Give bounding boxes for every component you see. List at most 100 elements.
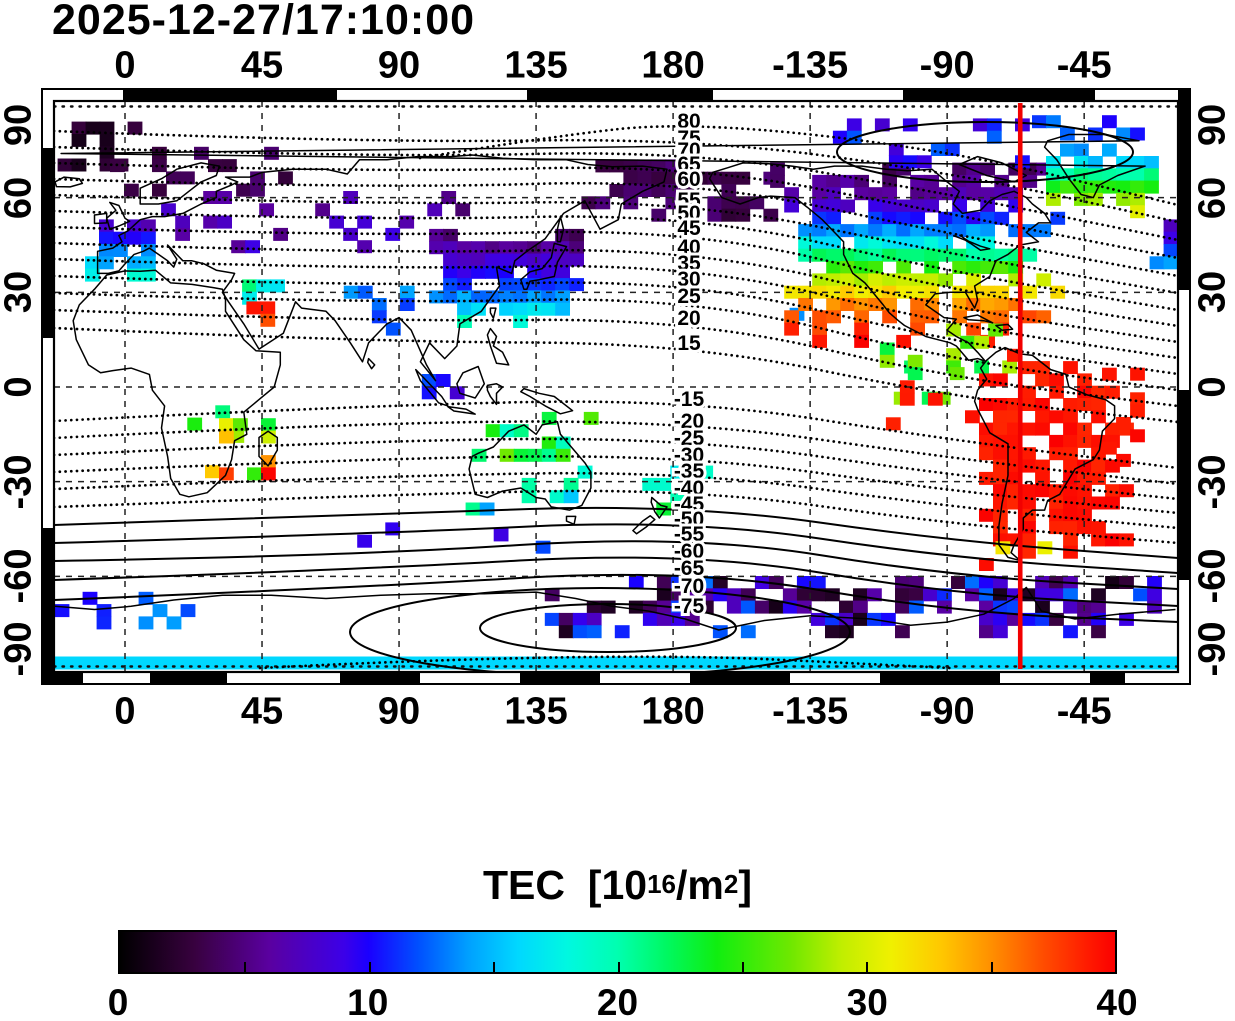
contour-label--15: -15 xyxy=(674,388,705,411)
left-lat-label--90: -90 xyxy=(0,621,40,677)
colorbar-title-close: ] xyxy=(738,862,752,908)
bottom-lon-label-45: 45 xyxy=(240,690,284,733)
left-lat-label--60: -60 xyxy=(0,548,40,604)
colorbar-label-30: 30 xyxy=(846,982,888,1021)
colorbar-title-mid: /m xyxy=(675,862,724,908)
right-lat-label-60: 60 xyxy=(1191,176,1234,219)
right-lat-label-90: 90 xyxy=(1191,103,1234,147)
coast-java xyxy=(447,405,476,415)
contour-label-25: 25 xyxy=(677,285,701,308)
colorbar-title-exp2: 2 xyxy=(723,869,739,899)
left-lat-label-90: 90 xyxy=(0,103,40,147)
coast-sri-lanka xyxy=(366,357,376,370)
contour-label-80: 80 xyxy=(677,110,700,133)
colorbar-tick-20 xyxy=(617,962,620,972)
colorbar-title-pre: TEC [10 xyxy=(483,862,648,908)
top-lon-label-135: 135 xyxy=(504,44,568,87)
bottom-lon-label-0: 0 xyxy=(114,690,136,733)
left-lat-label-60: 60 xyxy=(0,176,40,219)
coast-north-america xyxy=(708,162,1052,362)
contour-label--20: -20 xyxy=(674,410,704,433)
colorbar-tick-35 xyxy=(990,962,993,972)
coast-sulawesi xyxy=(486,383,504,406)
left-lat-label-30: 30 xyxy=(0,271,40,314)
colorbar-title-exp1: 16 xyxy=(647,869,676,899)
coast-taiwan xyxy=(489,307,497,319)
coast-nz-north xyxy=(650,496,668,519)
colorbar-tick-5 xyxy=(244,962,247,972)
contour-label--45: -45 xyxy=(674,493,705,516)
contour-label-35: 35 xyxy=(677,252,701,275)
top-lon-label-180: 180 xyxy=(641,44,705,87)
coast-britain xyxy=(105,201,131,230)
top-lon-label--45: -45 xyxy=(1056,44,1112,87)
colorbar-label-20: 20 xyxy=(596,982,639,1021)
contour-label--60: -60 xyxy=(674,540,704,563)
left-lat-label-0: 0 xyxy=(0,376,40,398)
left-lat-label--30: -30 xyxy=(0,454,40,510)
right-lat-label-0: 0 xyxy=(1191,376,1234,398)
contour-label-70: 70 xyxy=(677,139,700,162)
coast-cuba xyxy=(963,314,994,324)
contour-label--35: -35 xyxy=(674,460,705,483)
contour-label--30: -30 xyxy=(674,444,704,467)
colorbar xyxy=(118,930,1117,974)
right-lat-label--90: -90 xyxy=(1191,621,1234,677)
coast-eurasia xyxy=(96,154,668,382)
contour-label--65: -65 xyxy=(674,557,705,580)
colorbar-title: TEC [1016/m2] xyxy=(0,862,1235,909)
coast-australia xyxy=(468,420,592,511)
contour-label-40: 40 xyxy=(677,236,700,259)
coast-sakhalin xyxy=(556,215,565,243)
coast-scandinavia xyxy=(139,162,221,205)
bottom-lon-label-90: 90 xyxy=(377,690,421,733)
coast-hispaniola xyxy=(995,323,1014,331)
colorbar-label-10: 10 xyxy=(347,982,389,1021)
contour-label--25: -25 xyxy=(674,427,705,450)
contour-label-50: 50 xyxy=(677,202,700,225)
coast-borneo xyxy=(456,365,486,399)
bottom-lon-label-135: 135 xyxy=(504,690,568,733)
right-lat-label--60: -60 xyxy=(1191,548,1234,604)
colorbar-label-0: 0 xyxy=(107,982,129,1021)
contour-label--55: -55 xyxy=(674,523,705,546)
coast-greenland xyxy=(60,133,1146,199)
contour-label--50: -50 xyxy=(674,508,704,531)
top-lon-label--135: -135 xyxy=(772,44,849,87)
coast-new-guinea xyxy=(520,387,574,415)
top-lon-label--90: -90 xyxy=(919,44,975,87)
bottom-lon-label--135: -135 xyxy=(772,690,849,733)
contour-label-20: 20 xyxy=(677,307,700,330)
right-lat-label-30: 30 xyxy=(1191,271,1234,314)
contour-label-55: 55 xyxy=(677,189,701,212)
contour-label-65: 65 xyxy=(677,153,701,176)
coast-ireland xyxy=(93,212,108,225)
world-coastlines xyxy=(54,133,1176,631)
colorbar-label-40: 40 xyxy=(1096,982,1138,1021)
zebra-frame xyxy=(41,88,1191,685)
contour-label-15: 15 xyxy=(677,332,701,355)
coast-madagascar xyxy=(258,430,279,467)
bottom-lon-label--90: -90 xyxy=(919,690,975,733)
contour-label--75: -75 xyxy=(674,595,705,618)
colorbar-tick-30 xyxy=(866,962,869,972)
top-lon-label-0: 0 xyxy=(114,44,136,87)
coast-philippines xyxy=(486,327,510,366)
contour-label--70: -70 xyxy=(674,575,704,598)
coast-antarctica xyxy=(54,586,1176,631)
right-lat-label--30: -30 xyxy=(1191,454,1234,510)
contour-label-45: 45 xyxy=(677,217,701,240)
coast-nz-south xyxy=(632,515,656,535)
coast-japan xyxy=(520,242,568,290)
contour-label-30: 30 xyxy=(677,268,700,291)
contour-label--40: -40 xyxy=(674,477,704,500)
contour-label-60: 60 xyxy=(677,168,700,191)
top-lon-label-90: 90 xyxy=(377,44,421,87)
coast-tasmania xyxy=(565,515,577,526)
colorbar-tick-10 xyxy=(368,962,371,972)
plot-title: 2025-12-27/17:10:00 xyxy=(52,0,476,44)
